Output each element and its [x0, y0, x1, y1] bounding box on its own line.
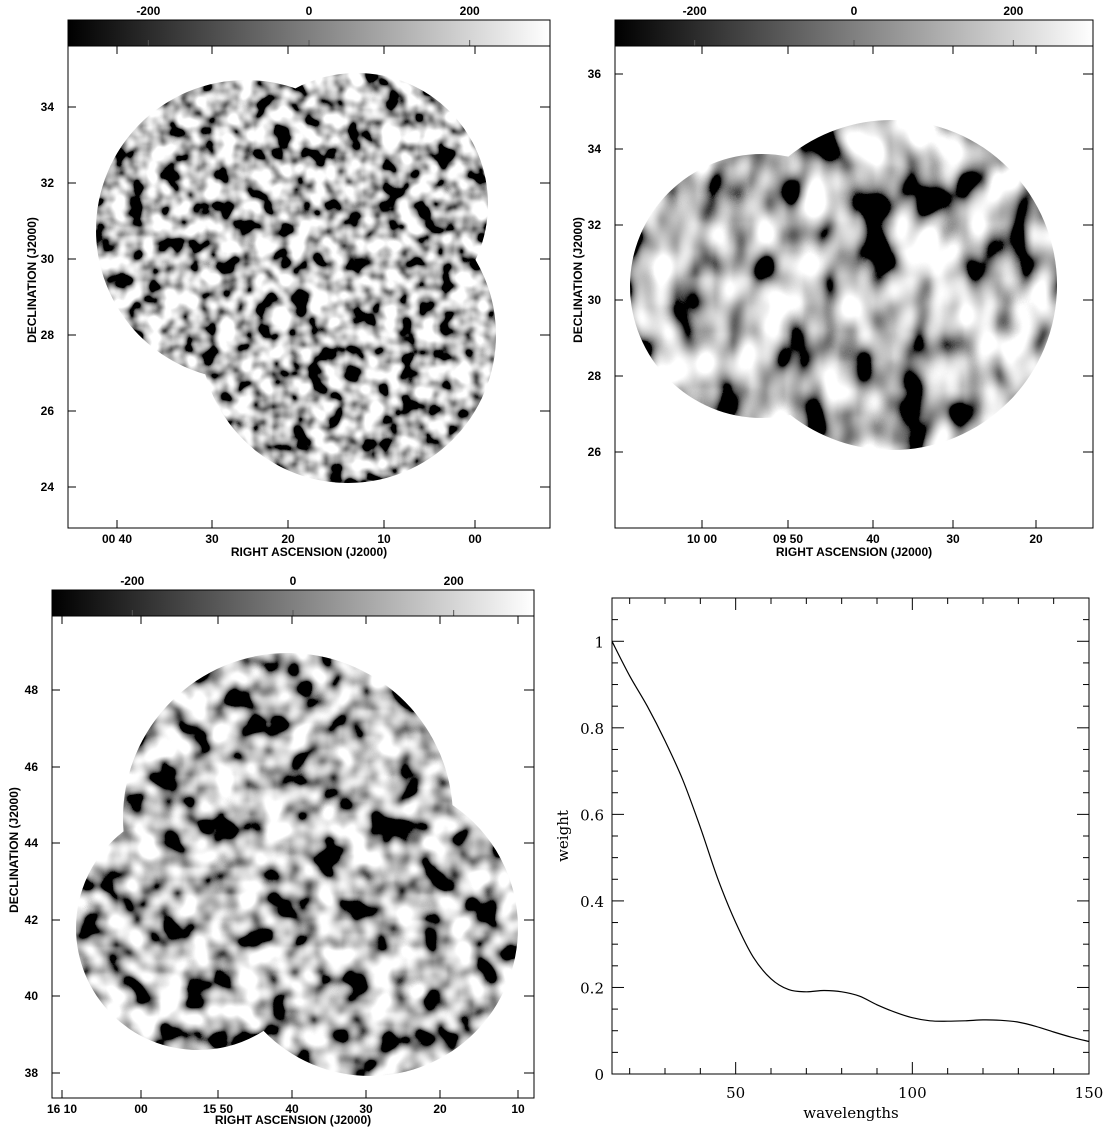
y-tick-label: 30	[588, 293, 602, 307]
colorbar-tick-labels: -200 0 200	[120, 574, 464, 616]
weight-curve	[611, 641, 1090, 1043]
x-tick-label: 09 50	[773, 532, 803, 546]
x-tick-label: 10	[511, 1102, 525, 1116]
x-tick-label: 20	[433, 1102, 447, 1116]
y-tick-label: 32	[588, 218, 602, 232]
y-tick-label: 40	[25, 989, 39, 1003]
x-axis-label: RIGHT ASCENSION (J2000)	[776, 545, 932, 559]
x-tick-label: 40	[285, 1102, 299, 1116]
y-tick-label: 38	[25, 1066, 39, 1080]
y-tick-label: 46	[25, 760, 39, 774]
x-tick-label: 20	[1029, 532, 1043, 546]
x-axis-label: RIGHT ASCENSION (J2000)	[215, 1113, 371, 1127]
colorbar-tick-label: 200	[1003, 4, 1023, 18]
colorbar-tick-label: -200	[136, 4, 160, 18]
sky-map-top-right	[630, 120, 1057, 450]
y-tick-label: 28	[41, 328, 55, 342]
y-axis-label: DECLINATION (J2000)	[571, 217, 585, 343]
x-tick-label: 50	[726, 1084, 745, 1102]
colorbar-tick-label: -200	[683, 4, 707, 18]
colorbar-tick-label: 0	[306, 4, 313, 18]
y-tick-label: 34	[588, 142, 602, 156]
x-tick-label: 00	[134, 1102, 148, 1116]
colorbar-tick-labels: -200 0 200	[136, 4, 480, 46]
panel-top-right: -200 0 200 10 00 09 50 40 30 20 26 28 30 32 34 36 RI…	[571, 4, 1094, 559]
x-tick-label: 150	[1075, 1084, 1104, 1102]
x-tick-label: 30	[205, 532, 219, 546]
colorbar-tick-label: 200	[444, 574, 464, 588]
y-tick-label: 0.4	[580, 893, 604, 911]
axis-ticks: 16 10 00 15 50 40 30 20 10 38 40 42 44 46 48	[25, 616, 534, 1116]
x-tick-label: 00	[468, 532, 482, 546]
y-tick-label: 48	[25, 683, 39, 697]
colorbar-tick-label: -200	[120, 574, 144, 588]
panel-bottom-left: -200 0 200 16 10 00 15 50 40 30 20 10 38 40 42 44 46 4…	[7, 574, 535, 1127]
x-tick-label: 30	[946, 532, 960, 546]
y-tick-label: 28	[588, 369, 602, 383]
colorbar-tick-label: 200	[460, 4, 480, 18]
axis-ticks: 50 100 150 0 0.2 0.4 0.6 0.8 1	[580, 598, 1103, 1102]
y-tick-label: 1	[594, 633, 604, 651]
y-tick-label: 26	[588, 445, 602, 459]
plot-frame	[611, 597, 1090, 1075]
x-tick-label: 15 50	[203, 1102, 233, 1116]
axis-ticks: 00 40 30 20 10 00 24 26 28 30 32 34	[41, 46, 550, 546]
x-axis-label: wavelengths	[803, 1104, 898, 1122]
y-tick-label: 0.8	[580, 720, 604, 738]
y-axis-label: weight	[554, 810, 572, 862]
x-axis-label: RIGHT ASCENSION (J2000)	[231, 545, 387, 559]
panel-top-left: -200 0 200 00 40 30 20 10 00 24 26 28 30 32 34 RIGHT…	[25, 4, 551, 559]
y-tick-label: 34	[41, 100, 55, 114]
y-tick-label: 36	[588, 67, 602, 81]
y-axis-label: DECLINATION (J2000)	[7, 787, 21, 913]
x-tick-label: 10	[377, 532, 391, 546]
y-tick-label: 0.2	[580, 979, 604, 997]
y-tick-label: 0	[594, 1066, 604, 1084]
y-tick-label: 44	[25, 836, 39, 850]
y-tick-label: 0.6	[580, 806, 604, 824]
colorbar-tick-labels: -200 0 200	[683, 4, 1024, 46]
y-tick-label: 32	[41, 176, 55, 190]
x-tick-label: 40	[866, 532, 880, 546]
y-tick-label: 42	[25, 913, 39, 927]
colorbar-tick-label: 0	[851, 4, 858, 18]
x-tick-label: 30	[359, 1102, 373, 1116]
x-tick-label: 10 00	[687, 532, 717, 546]
x-tick-label: 16 10	[47, 1102, 77, 1116]
y-tick-label: 24	[41, 480, 55, 494]
panel-bottom-right: 50 100 150 0 0.2 0.4 0.6 0.8 1 wavelengths weigh…	[554, 597, 1103, 1122]
x-tick-label: 100	[898, 1084, 927, 1102]
y-tick-label: 26	[41, 404, 55, 418]
x-tick-label: 20	[281, 532, 295, 546]
y-tick-label: 30	[41, 252, 55, 266]
x-tick-label: 00 40	[102, 532, 132, 546]
colorbar-tick-label: 0	[290, 574, 297, 588]
axis-ticks: 10 00 09 50 40 30 20 26 28 30 32 34 36	[588, 46, 1093, 546]
y-axis-label: DECLINATION (J2000)	[25, 217, 39, 343]
